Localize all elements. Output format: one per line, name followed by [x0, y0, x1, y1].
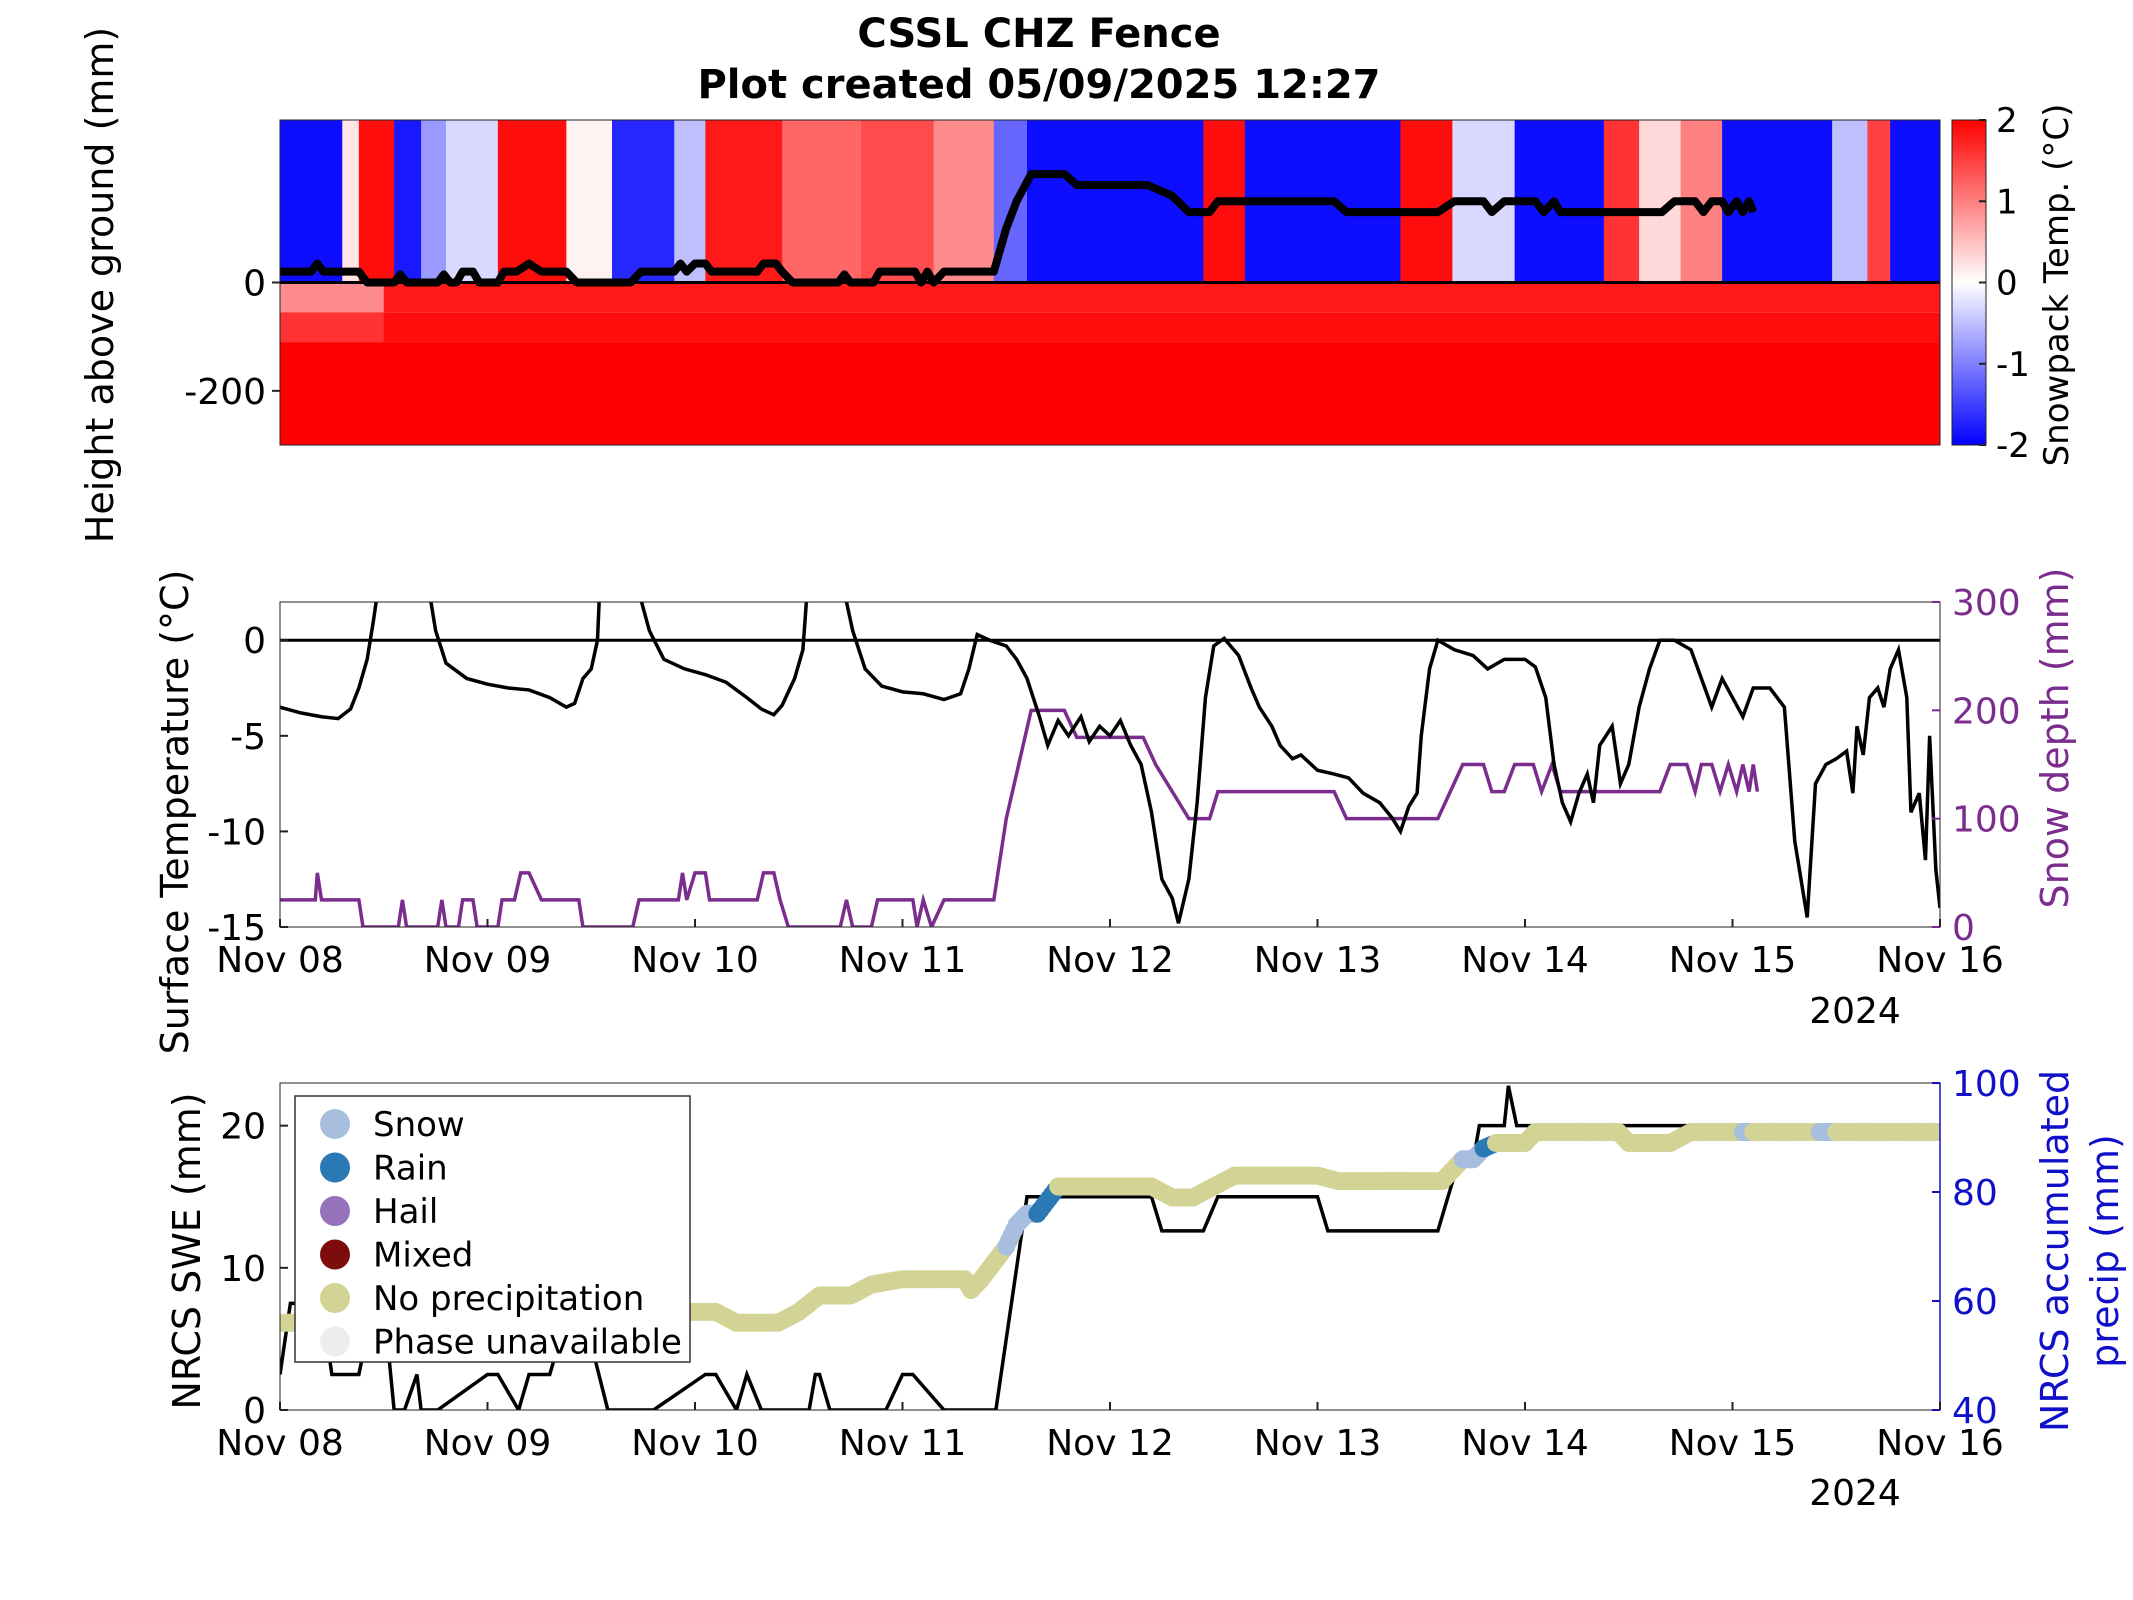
legend-label: Mixed: [373, 1236, 473, 1276]
panel3-xtick-label: Nov 15: [1669, 1423, 1797, 1464]
panel1-ylabel: Height above ground (mm): [78, 27, 122, 544]
panel3-y2label-line2: precip (mm): [2083, 1134, 2127, 1368]
panel2-ytick-label: -15: [207, 908, 266, 949]
colorbar-tick-label: -1: [1996, 345, 2030, 385]
heatmap-cell-above-13: [933, 120, 995, 283]
heatmap-cell-below-4: [280, 342, 1941, 445]
legend-label: Hail: [373, 1192, 438, 1232]
colorbar-tick-label: 1: [1996, 182, 2018, 222]
heatmap-cell-below-1: [383, 282, 1941, 313]
heatmap-cell-above-11: [782, 120, 862, 283]
panel3-xtick-label: Nov 08: [216, 1423, 344, 1464]
panel2-xtick-label: Nov 11: [839, 940, 967, 981]
figure-title: CSSL CHZ Fence: [857, 11, 1220, 57]
heatmap-cell-above-6: [497, 120, 567, 283]
panel2-xtick-label: Nov 13: [1254, 940, 1382, 981]
heatmap-cell-above-3: [394, 120, 422, 283]
panel3-xtick-label: Nov 16: [1876, 1423, 2004, 1464]
panel2-xtick-label: Nov 09: [424, 940, 552, 981]
legend-marker-rain: [320, 1152, 350, 1183]
panel3-y2tick-label: 60: [1952, 1282, 1998, 1323]
legend-box: [294, 1095, 691, 1363]
heatmap-cell-above-1: [342, 120, 360, 283]
panel2-ytick-label: -10: [207, 812, 266, 853]
panel2-surface-temp-snow-depth: 0 -5 -10 -15 300 200 100 0 Nov 08 Nov 09 Nov 10 Nov…: [207, 583, 2021, 981]
legend-label: Rain: [373, 1149, 448, 1189]
colorbar-tick-label: 0: [1996, 264, 2018, 304]
heatmap-cell-above-4: [421, 120, 447, 283]
legend-marker-hail: [320, 1196, 350, 1226]
panel3-y2label-line1: NRCS accumulated: [2033, 1070, 2077, 1432]
panel3-year-label: 2024: [1809, 1473, 1901, 1514]
panel3-y2tick-label: 80: [1952, 1173, 1998, 1214]
legend-label: No precipitation: [373, 1279, 644, 1319]
heatmap-cell-above-18: [1400, 120, 1453, 283]
panel3-xtick-label: Nov 12: [1046, 1423, 1174, 1464]
heatmap-cell-above-0: [280, 120, 343, 283]
heatmap-cell-above-25: [1832, 120, 1868, 283]
surface-temperature-line: [280, 602, 1940, 924]
panel3-y2tick-label: 100: [1952, 1064, 2021, 1105]
legend-label: Phase unavailable: [373, 1323, 682, 1363]
colorbar-label: Snowpack Temp. (°C): [2037, 104, 2077, 467]
colorbar-tick-label: 2: [1996, 101, 2018, 141]
panel3-ytick-label: 0: [243, 1391, 266, 1432]
panel3-xtick-label: Nov 14: [1461, 1423, 1589, 1464]
panel2-y2tick-label: 0: [1952, 908, 1975, 949]
panel3-ylabel: NRCS SWE (mm): [165, 1092, 209, 1409]
snow-depth-line: [280, 170, 1757, 287]
panel1-ytick-label: 0: [243, 264, 266, 305]
panel1-ytick-label: -200: [184, 372, 266, 413]
panel2-ytick-label: 0: [243, 621, 266, 662]
legend-marker-mixed: [320, 1239, 350, 1270]
panel2-xtick-label: Nov 16: [1876, 940, 2004, 981]
panel2-xtick-label: Nov 08: [216, 940, 344, 981]
figure-subtitle: Plot created 05/09/2025 12:27: [697, 62, 1380, 108]
panel1-temperature-profile: 0 -200 2 1 0 -1 -2: [184, 101, 2030, 466]
panel3-xtick-label: Nov 09: [424, 1423, 552, 1464]
panel3-y2tick-label: 40: [1952, 1391, 1998, 1432]
heatmap-cell-above-2: [358, 120, 395, 283]
heatmap-cell-below-3: [383, 312, 1941, 343]
panel3-xtick-label: Nov 13: [1254, 1423, 1382, 1464]
panel2-y2tick-label: 300: [1952, 583, 2021, 624]
heatmap-cell-above-27: [1890, 120, 1941, 283]
heatmap-cell-above-7: [566, 120, 613, 283]
panel2-year-label: 2024: [1809, 991, 1901, 1032]
panel2-xtick-label: Nov 14: [1461, 940, 1589, 981]
panel2-xtick-label: Nov 12: [1046, 940, 1174, 981]
panel2-xtick-label: Nov 15: [1669, 940, 1797, 981]
panel3-ytick-label: 10: [220, 1249, 266, 1290]
panel2-ytick-label: -5: [230, 717, 266, 758]
panel2-y2tick-label: 200: [1952, 691, 2021, 732]
heatmap-cell-above-26: [1867, 120, 1891, 283]
heatmap-cell-above-5: [446, 120, 499, 283]
panel2-y2label: Snow depth (mm): [2033, 568, 2077, 909]
legend-label: Snow: [373, 1105, 465, 1145]
heatmap-cell-below-0: [280, 282, 385, 313]
panel2-xtick-label: Nov 10: [631, 940, 759, 981]
heatmap-cell-above-10: [705, 120, 783, 283]
heatmap-cell-above-8: [612, 120, 675, 283]
snow-depth-line: [280, 708, 1760, 927]
heatmap-cell-below-2: [280, 312, 385, 343]
swe-line: [280, 1085, 1754, 1410]
panel2-y2tick-label: 100: [1952, 800, 2021, 841]
panel3-xtick-label: Nov 10: [631, 1423, 759, 1464]
legend-marker-no-precipitation: [320, 1283, 350, 1313]
legend-marker-phase-unavailable: [320, 1326, 350, 1357]
legend-marker-snow: [320, 1109, 350, 1139]
heatmap-cell-above-12: [861, 120, 935, 283]
heatmap-cell-above-21: [1603, 120, 1640, 283]
colorbar-tick-label: -2: [1996, 426, 2030, 466]
panel3-ytick-label: 20: [220, 1107, 266, 1148]
panel3-xtick-label: Nov 11: [839, 1423, 967, 1464]
heatmap-cell-above-9: [674, 120, 706, 283]
precip-point: [1931, 1123, 1940, 1142]
panel2-ylabel: Surface Temperature (°C): [153, 570, 197, 1055]
